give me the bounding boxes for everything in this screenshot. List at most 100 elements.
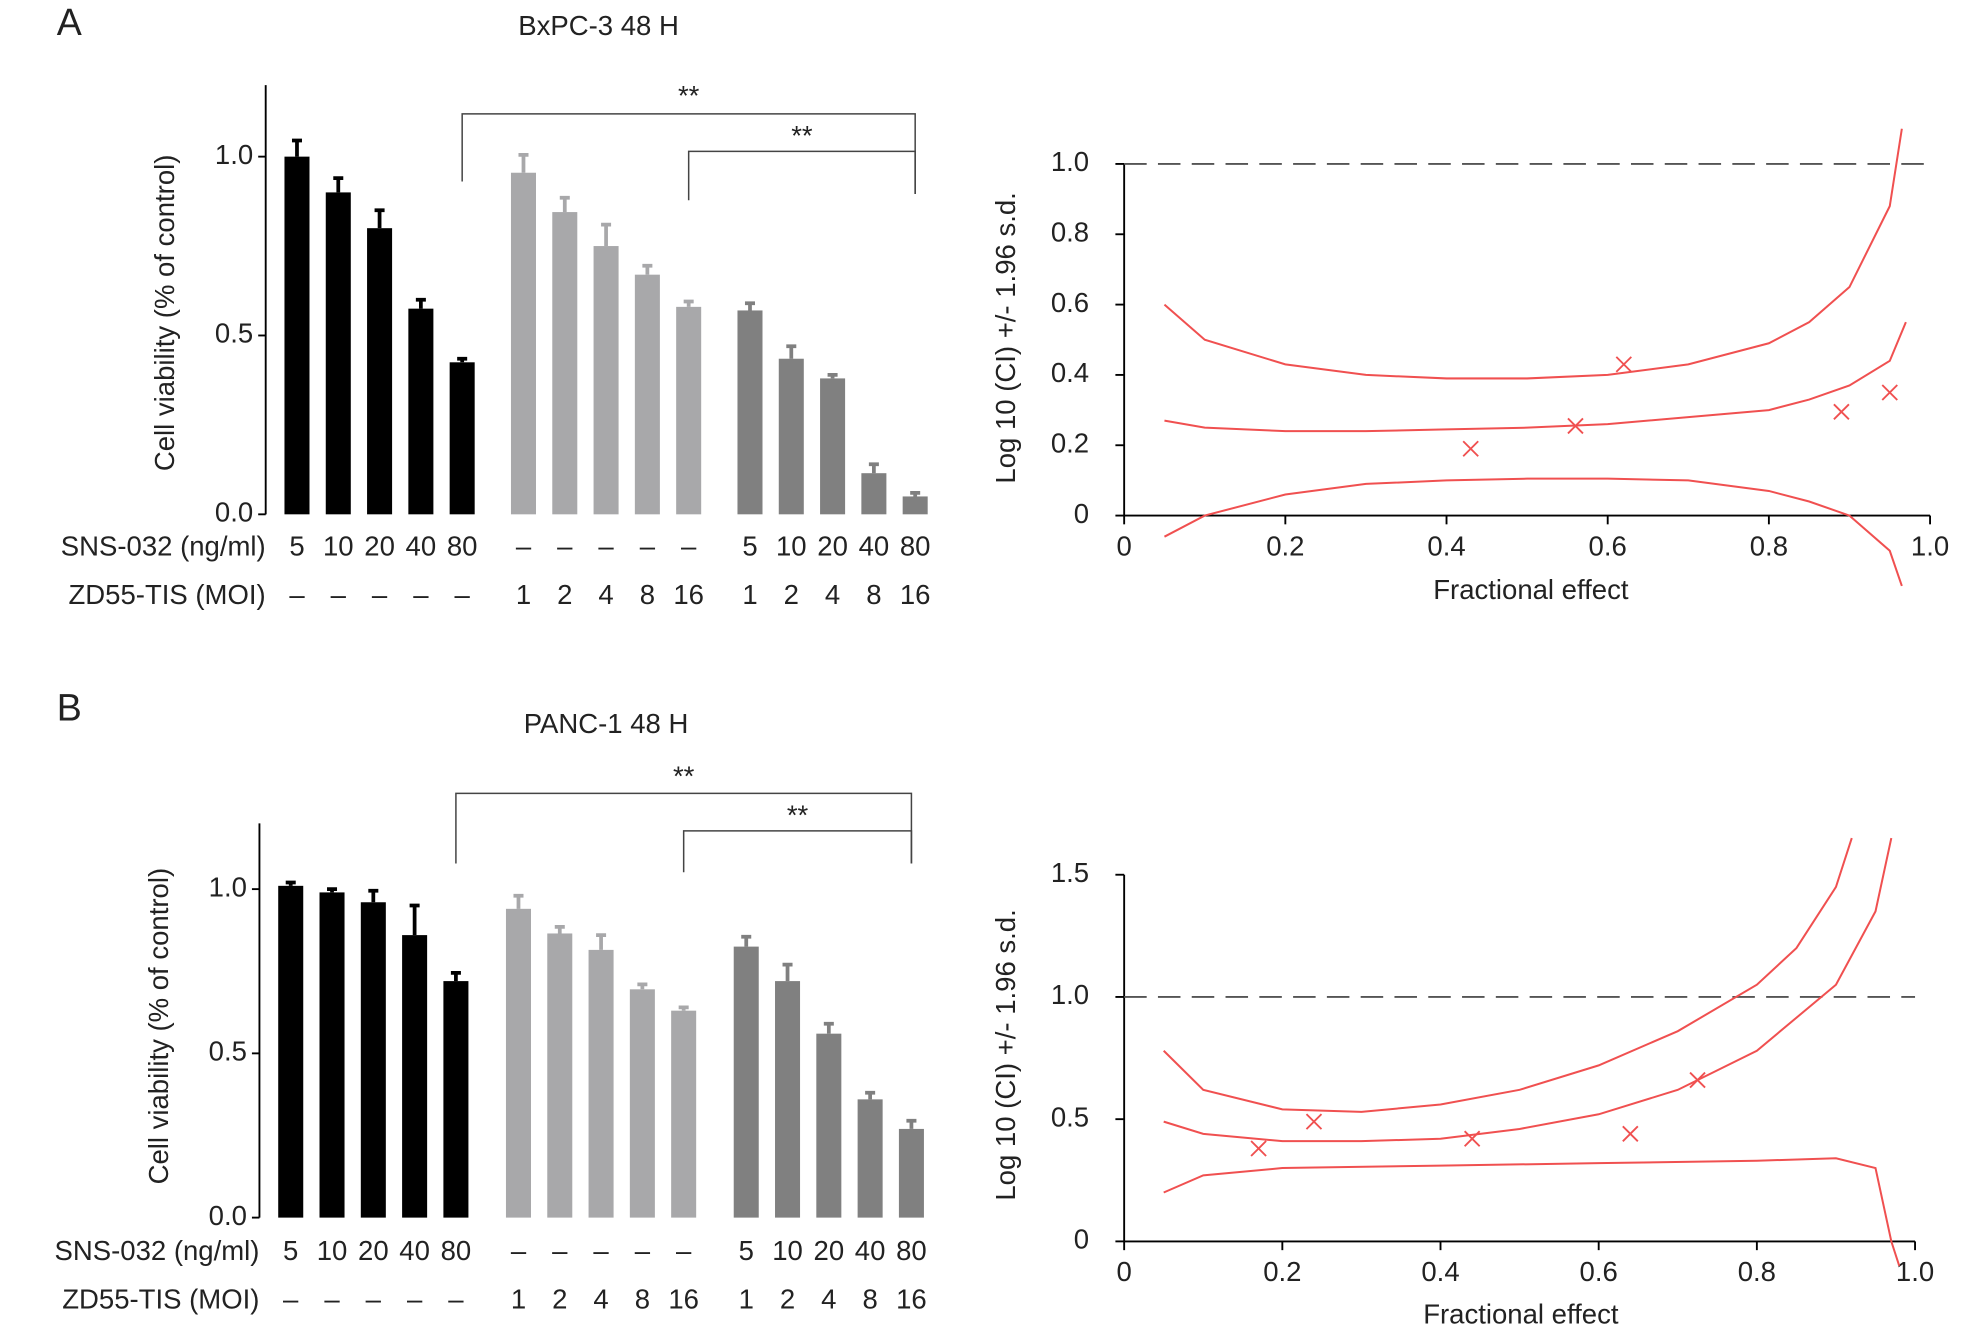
error-bar (554, 925, 565, 934)
x-tick-label: 0.4 (1427, 530, 1465, 561)
data-point (1622, 1125, 1639, 1143)
category-label: 8 (862, 1284, 877, 1315)
y-tick-label: 0.0 (215, 497, 253, 528)
bar (671, 1010, 697, 1218)
error-bar (601, 222, 612, 247)
category-label: – (366, 1284, 382, 1315)
category-label: – (413, 579, 429, 610)
category-label: 2 (780, 1284, 795, 1315)
y-tick-label: 1.5 (1051, 857, 1089, 888)
y-tick-label: 0.4 (1051, 357, 1089, 388)
panel-letter: B (57, 687, 82, 729)
category-label: – (681, 530, 697, 561)
category-label: – (289, 579, 305, 610)
category-label: 80 (447, 530, 478, 561)
bar (278, 885, 304, 1218)
error-bar (368, 888, 379, 903)
error-bar (678, 1005, 689, 1011)
y-tick-label: 0.6 (1051, 287, 1089, 318)
error-bar (744, 301, 755, 311)
bar (505, 908, 531, 1218)
category-label: 4 (821, 1284, 836, 1315)
data-point (1463, 1130, 1481, 1147)
error-bar (596, 933, 607, 950)
category-label: – (557, 530, 573, 561)
panel-letter: A (57, 1, 82, 43)
category-label: 5 (289, 530, 304, 561)
bar (547, 933, 573, 1218)
bar (775, 981, 801, 1218)
category-label: – (407, 1284, 423, 1315)
category-label: 4 (593, 1284, 608, 1315)
category-label: 20 (358, 1235, 389, 1266)
bar (510, 172, 537, 515)
data-point (1462, 440, 1479, 457)
category-label: 40 (399, 1235, 430, 1266)
x-tick-label: 0.4 (1421, 1256, 1459, 1287)
category-label: 4 (825, 579, 840, 610)
category-label: 16 (668, 1284, 699, 1315)
category-label: 2 (552, 1284, 567, 1315)
category-label: – (448, 1284, 464, 1315)
x-tick-label: 1.0 (1911, 530, 1949, 561)
bar (629, 989, 655, 1218)
y-tick-label: 0.5 (215, 318, 253, 349)
data-point (1250, 1140, 1267, 1157)
error-bar (291, 138, 302, 157)
data-point (1833, 403, 1850, 421)
category-label: 1 (516, 579, 531, 610)
error-bar (741, 934, 752, 947)
error-bar (868, 462, 879, 474)
category-label: 80 (441, 1235, 472, 1266)
ci-curve (1163, 477, 1903, 587)
y-tick-label: 0.8 (1051, 217, 1089, 248)
y-tick-label: 1.0 (1051, 979, 1089, 1010)
error-bar (637, 982, 648, 990)
significance-label: ** (678, 80, 700, 111)
category-label: 16 (900, 579, 931, 610)
error-bar (415, 297, 426, 309)
chart-title: PANC-1 48 H (524, 708, 689, 739)
error-bar (518, 152, 529, 173)
category-label: 10 (776, 530, 807, 561)
significance-bracket (687, 150, 916, 201)
y-tick-label: 1.0 (1051, 146, 1089, 177)
category-label: – (552, 1235, 568, 1266)
error-bar (450, 971, 461, 982)
bar (449, 362, 475, 515)
category-label: 10 (323, 530, 354, 561)
bar (902, 496, 928, 515)
bar (857, 1099, 883, 1218)
category-label: 2 (784, 579, 799, 610)
ci-curve (1163, 837, 1893, 1143)
x-tick-label: 0 (1117, 530, 1132, 561)
significance-label: ** (791, 120, 813, 151)
category-label: – (593, 1235, 609, 1266)
y-axis-label: Log 10 (CI) +/- 1.96 s.d. (990, 192, 1021, 483)
bar (634, 274, 660, 515)
x-tick-label: 0.2 (1266, 530, 1304, 561)
x-axis-label: Fractional effect (1433, 574, 1629, 605)
bar (408, 308, 434, 515)
category-label: 8 (640, 579, 655, 610)
row-label: SNS-032 (ng/ml) (61, 530, 266, 561)
category-label: – (283, 1284, 299, 1315)
x-tick-label: 0 (1117, 1256, 1132, 1287)
y-axis-label: Cell viability (% of control) (149, 155, 180, 472)
error-bar (559, 195, 570, 213)
category-label: – (324, 1284, 340, 1315)
category-label: – (455, 579, 471, 610)
bar (443, 981, 469, 1218)
category-label: – (635, 1235, 651, 1266)
bar (778, 358, 804, 515)
category-label: 80 (900, 530, 931, 561)
data-point (1689, 1071, 1706, 1089)
category-label: 80 (896, 1235, 927, 1266)
bar (820, 378, 846, 515)
category-label: 1 (742, 579, 757, 610)
error-bar (642, 263, 653, 275)
error-bar (827, 372, 838, 379)
error-bar (285, 880, 296, 886)
significance-label: ** (787, 799, 809, 830)
